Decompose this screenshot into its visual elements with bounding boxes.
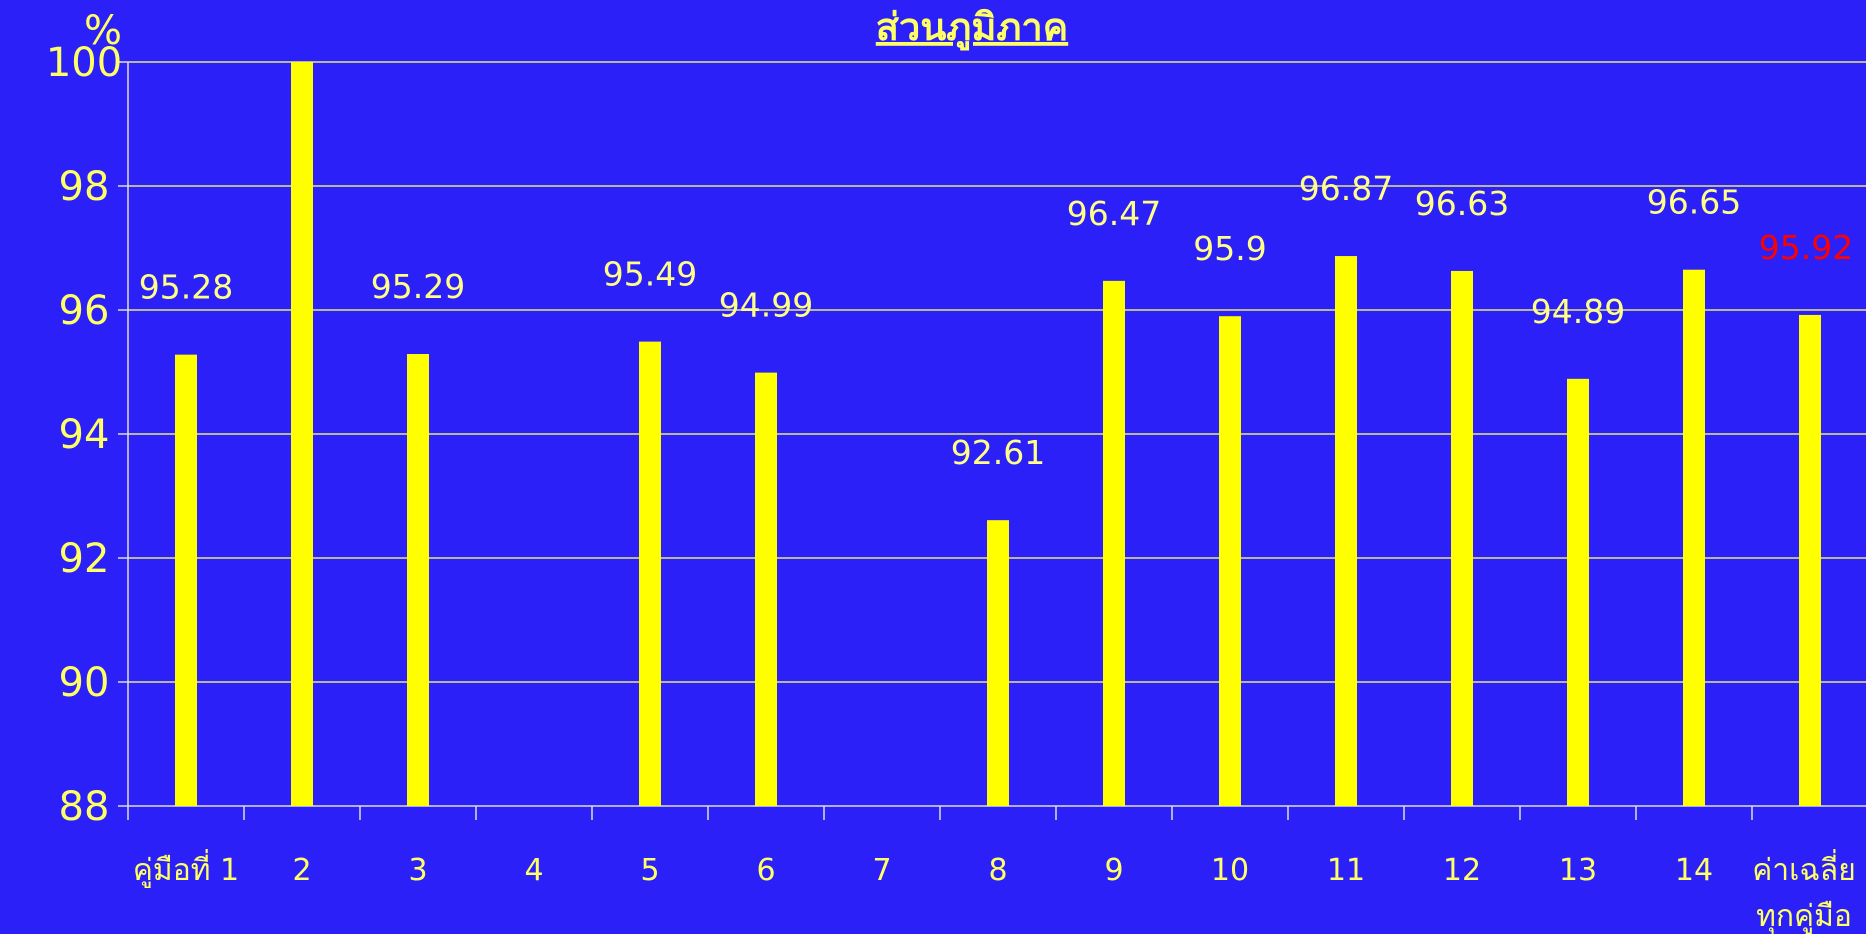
x-tick-label: 9: [1104, 853, 1123, 888]
x-tick-label: 6: [756, 853, 775, 888]
data-label: 96.47: [1067, 194, 1161, 233]
x-tick-label: คู่มือที่ 1: [133, 849, 239, 888]
y-tick-label: 100: [46, 40, 122, 86]
x-tick-label: 2: [292, 853, 311, 888]
data-label: 92.61: [951, 433, 1045, 472]
bar: [1335, 256, 1357, 806]
y-tick-labels: 88 90 92 94 96 98 100: [46, 40, 122, 830]
bar: [1451, 270, 1473, 806]
y-tick-label: 96: [59, 288, 110, 334]
x-tick-label: 14: [1675, 853, 1713, 888]
x-tick-label: 3: [408, 853, 427, 888]
x-tick-label: 7: [872, 853, 891, 888]
data-label: 94.99: [719, 286, 813, 325]
data-label: 95.9: [1193, 229, 1266, 268]
bar: [1219, 316, 1241, 806]
x-tick-label: 8: [988, 853, 1007, 888]
x-tick-label: 10: [1211, 853, 1249, 888]
bar: [1683, 269, 1705, 806]
x-tick-label: ค่าเฉลี่ย: [1752, 849, 1856, 888]
data-labels: 95.28 95.29 95.49 94.99 92.61 96.47 95.9 96.87 9…: [139, 169, 1853, 472]
bar: [1799, 314, 1821, 806]
bar: [1567, 378, 1589, 806]
y-tick-label: 90: [59, 660, 110, 706]
data-label: 94.89: [1531, 292, 1625, 331]
y-tick-label: 98: [59, 164, 110, 210]
x-tick-label: 5: [640, 853, 659, 888]
y-tick-label: 94: [59, 412, 110, 458]
data-label: 95.92: [1759, 228, 1853, 267]
data-label: 96.65: [1647, 183, 1741, 222]
bar: [1103, 280, 1125, 806]
data-label: 95.29: [371, 267, 465, 306]
data-label: 96.63: [1415, 184, 1509, 223]
data-label: 95.49: [603, 255, 697, 294]
bar: [407, 354, 429, 806]
y-tick-label: 88: [59, 784, 110, 830]
x-tick-label: 11: [1327, 853, 1365, 888]
bar: [755, 372, 777, 806]
bar: [291, 62, 313, 806]
x-tick-label: 12: [1443, 853, 1481, 888]
chart-title: ส่วนภูมิภาค: [876, 5, 1068, 51]
x-tick-label: ทุกคู่มือ: [1756, 899, 1852, 934]
bar: [639, 341, 661, 806]
x-tick-label: 13: [1559, 853, 1597, 888]
bar: [987, 520, 1009, 806]
y-axis-unit-label: %: [84, 8, 122, 54]
x-tick-labels: คู่มือที่ 1 2 3 4 5 6 7 8 9 10 11 12 13 14 ค่าเฉลี่ยทุ…: [133, 849, 1856, 934]
data-label: 96.87: [1299, 169, 1393, 208]
bars: [175, 62, 1821, 806]
data-label: 95.28: [139, 268, 233, 307]
x-tick-label: 4: [524, 853, 543, 888]
bar: [175, 354, 197, 806]
y-tick-label: 92: [59, 536, 110, 582]
